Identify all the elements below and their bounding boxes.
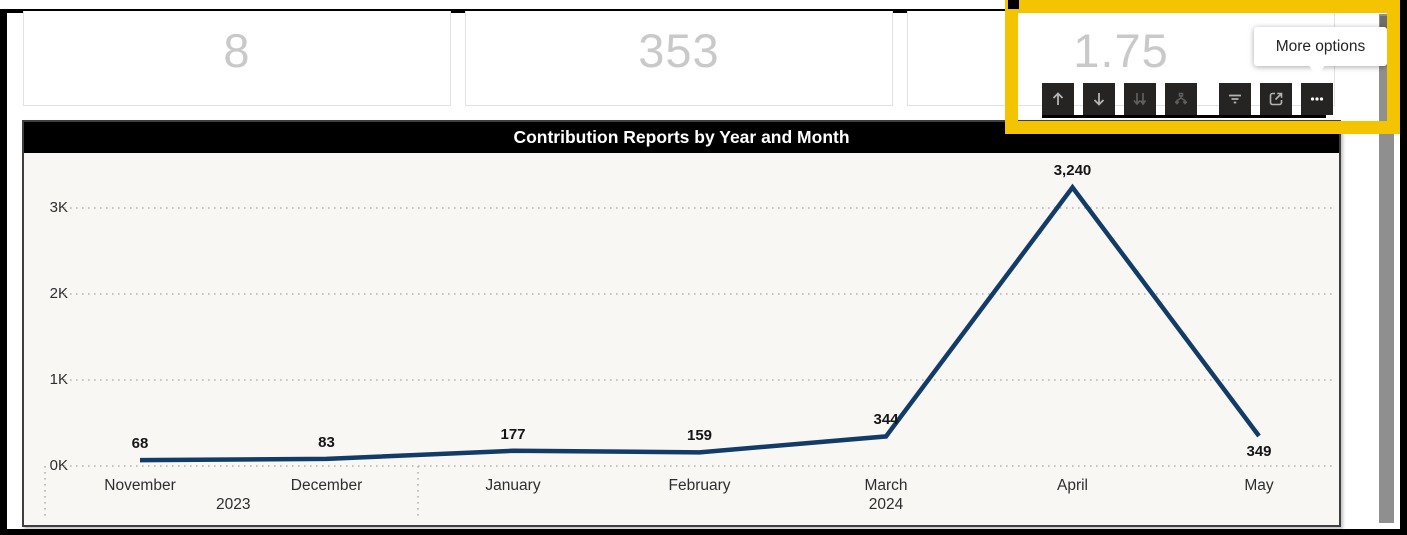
focus-mode-icon bbox=[1269, 92, 1283, 106]
more-options-tooltip: More options bbox=[1254, 27, 1387, 77]
annotation-fragment bbox=[1008, 0, 1019, 9]
go-to-next-level-icon bbox=[1133, 93, 1147, 106]
chart-canvas bbox=[44, 183, 1334, 518]
x-axis-month-label: March bbox=[864, 477, 908, 494]
x-axis-year-label: 2023 bbox=[216, 496, 251, 513]
go-to-next-level-button[interactable] bbox=[1124, 83, 1156, 115]
drill-up-button[interactable] bbox=[1042, 83, 1074, 115]
kpi-value: 353 bbox=[638, 24, 720, 77]
x-axis-month-label: May bbox=[1244, 477, 1274, 494]
focus-mode-button[interactable] bbox=[1260, 83, 1292, 115]
data-label: 177 bbox=[500, 425, 526, 443]
x-axis-month-label: January bbox=[485, 477, 541, 494]
screenshot-frame-left bbox=[0, 9, 7, 535]
y-axis-tick: 3K bbox=[49, 199, 68, 216]
x-axis-month-label: April bbox=[1056, 477, 1088, 494]
kpi-value: 8 bbox=[223, 24, 251, 77]
toolbar-underline bbox=[1042, 115, 1326, 118]
tooltip-text: More options bbox=[1275, 37, 1366, 55]
kpi-card-1[interactable]: 8 bbox=[23, 11, 451, 106]
data-label: 344 bbox=[873, 411, 899, 429]
data-label: 83 bbox=[318, 433, 335, 451]
data-label: 159 bbox=[686, 427, 713, 445]
x-axis-month-label: December bbox=[290, 477, 363, 494]
contribution-line-chart[interactable]: Contribution Reports by Year and Month 0… bbox=[22, 120, 1341, 527]
chart-plot-area[interactable]: 0K 1K 2K 3K 68 83 177 159 344 3,240 349 November Dec… bbox=[24, 153, 1339, 525]
x-axis-year-label: 2024 bbox=[868, 496, 904, 513]
visual-header-toolbar bbox=[1042, 83, 1333, 115]
kpi-value: 1.75 bbox=[1073, 24, 1169, 77]
data-line[interactable] bbox=[139, 183, 1261, 463]
vertical-scrollbar[interactable] bbox=[1379, 14, 1394, 523]
x-axis-month-label: November bbox=[104, 477, 176, 494]
x-axis-month-label: February bbox=[668, 477, 731, 494]
drill-down-icon bbox=[1093, 93, 1105, 106]
expand-all-icon bbox=[1174, 92, 1188, 105]
drill-up-icon bbox=[1052, 92, 1064, 105]
data-label: 68 bbox=[131, 435, 149, 453]
more-options-icon bbox=[1310, 97, 1324, 101]
filters-icon bbox=[1229, 94, 1241, 104]
y-axis-tick: 2K bbox=[49, 285, 68, 302]
expand-all-button[interactable] bbox=[1165, 83, 1197, 115]
screenshot-frame-bottom bbox=[0, 529, 1407, 535]
y-axis-tick: 1K bbox=[49, 371, 68, 388]
data-label: 3,240 bbox=[1053, 162, 1092, 180]
kpi-card-2[interactable]: 353 bbox=[465, 11, 893, 106]
filters-button[interactable] bbox=[1219, 83, 1251, 115]
more-options-button[interactable] bbox=[1301, 83, 1333, 115]
chart-title: Contribution Reports by Year and Month bbox=[513, 127, 850, 147]
tooltip-tail bbox=[1308, 64, 1326, 77]
y-axis-tick: 0K bbox=[49, 457, 68, 474]
screenshot-frame-right bbox=[1400, 0, 1407, 535]
drill-down-button[interactable] bbox=[1083, 83, 1115, 115]
chart-title-bar: Contribution Reports by Year and Month bbox=[24, 122, 1339, 153]
data-label: 349 bbox=[1246, 442, 1272, 460]
